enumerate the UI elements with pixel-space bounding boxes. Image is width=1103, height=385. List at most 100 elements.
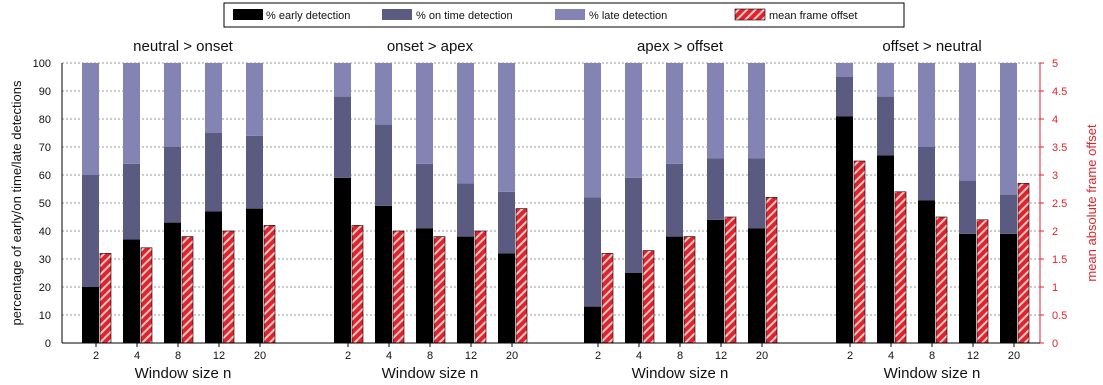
bar-late <box>416 63 433 164</box>
x-tick-label: 8 <box>427 350 433 362</box>
bar-offset <box>765 197 778 344</box>
bar-offset <box>642 250 655 344</box>
bar-late <box>1000 63 1017 195</box>
y-right-tick-label: 0 <box>1052 338 1058 350</box>
bar-offset <box>433 236 446 344</box>
y-right-tick-label: 4 <box>1052 114 1058 126</box>
bar-offset <box>515 208 528 344</box>
bar-offset <box>724 216 737 344</box>
legend-label-early: % early detection <box>266 10 350 22</box>
x-tick-label: 20 <box>254 350 266 362</box>
bar-late <box>498 63 515 192</box>
x-tick-label: 4 <box>134 350 140 362</box>
bar-early <box>836 116 853 343</box>
x-tick-label: 20 <box>506 350 518 362</box>
legend-swatch-early <box>233 9 263 20</box>
y-tick-label: 50 <box>39 198 51 210</box>
bar-offset <box>140 247 153 344</box>
bar-late <box>334 63 351 97</box>
bar-late <box>959 63 976 181</box>
bar-late <box>375 63 392 125</box>
bar-offset <box>263 225 276 344</box>
bar-ontime <box>1000 194 1017 234</box>
y-right-tick-label: 3 <box>1052 170 1058 182</box>
bars <box>82 63 1030 344</box>
y-tick-label: 60 <box>39 170 51 182</box>
bar-ontime <box>877 96 894 156</box>
bar-early <box>666 236 683 343</box>
x-tick-label: 20 <box>1008 350 1020 362</box>
bar-offset <box>853 160 866 344</box>
bar-late <box>836 63 853 77</box>
bar-early <box>625 273 642 343</box>
legend-label-late: % late detection <box>589 10 667 22</box>
bar-ontime <box>416 163 433 229</box>
bar-early <box>1000 233 1017 343</box>
bar-offset <box>222 230 235 344</box>
x-tick-label: 2 <box>847 350 853 362</box>
bar-early <box>918 200 935 343</box>
x-tick-label: 4 <box>888 350 894 362</box>
bar-ontime <box>959 180 976 234</box>
bar-ontime <box>457 183 474 237</box>
bar-offset <box>683 236 696 344</box>
bar-late <box>748 63 765 159</box>
bar-offset <box>181 236 194 344</box>
y-tick-label: 30 <box>39 254 51 266</box>
x-tick-label: 12 <box>465 350 477 362</box>
y-right-tick-label: 5 <box>1052 58 1058 70</box>
bar-ontime <box>584 197 601 307</box>
x-tick-label: 4 <box>386 350 392 362</box>
bar-late <box>877 63 894 97</box>
panel-title-3: apex > offset <box>637 38 724 55</box>
bar-late <box>666 63 683 164</box>
x-tick-label: 12 <box>967 350 979 362</box>
x-axis-label-1: Window size n <box>135 365 232 382</box>
bar-ontime <box>246 135 263 209</box>
x-tick-label: 2 <box>93 350 99 362</box>
bar-ontime <box>375 124 392 206</box>
bar-late <box>164 63 181 147</box>
bar-early <box>334 177 351 343</box>
bar-offset <box>601 253 614 344</box>
x-tick-label: 2 <box>595 350 601 362</box>
bar-early <box>82 287 99 343</box>
bar-early <box>246 208 263 343</box>
bar-late <box>918 63 935 147</box>
bar-ontime <box>164 147 181 223</box>
x-tick-label: 8 <box>677 350 683 362</box>
bar-early <box>959 233 976 343</box>
bar-early <box>416 228 433 343</box>
gridlines <box>62 62 1040 316</box>
bar-ontime <box>918 147 935 201</box>
panel-title-1: neutral > onset <box>133 38 233 55</box>
bar-early <box>164 222 181 343</box>
y-tick-label: 20 <box>39 282 51 294</box>
bar-ontime <box>748 158 765 229</box>
bar-ontime <box>625 177 642 273</box>
bar-offset <box>474 230 487 344</box>
x-tick-label: 12 <box>213 350 225 362</box>
y-right-tick-label: 1.5 <box>1052 254 1067 266</box>
bar-late <box>707 63 724 159</box>
y-tick-label: 80 <box>39 114 51 126</box>
y-tick-label: 10 <box>39 310 51 322</box>
bar-offset <box>976 219 989 344</box>
bar-offset <box>1017 183 1030 344</box>
x-tick-label: 12 <box>715 350 727 362</box>
bar-ontime <box>334 96 351 178</box>
y-axis-label-right: mean absolute frame offset <box>1084 124 1099 282</box>
bar-offset <box>99 253 112 344</box>
x-axis-label-3: Window size n <box>632 365 729 382</box>
bar-early <box>205 211 222 343</box>
bar-ontime <box>123 163 140 240</box>
bar-early <box>877 155 894 343</box>
bar-early <box>584 306 601 343</box>
bar-early <box>457 236 474 343</box>
y-right-tick-label: 2 <box>1052 226 1058 238</box>
bar-late <box>82 63 99 175</box>
x-tick-label: 20 <box>756 350 768 362</box>
bar-ontime <box>707 158 724 220</box>
y-tick-label: 90 <box>39 86 51 98</box>
